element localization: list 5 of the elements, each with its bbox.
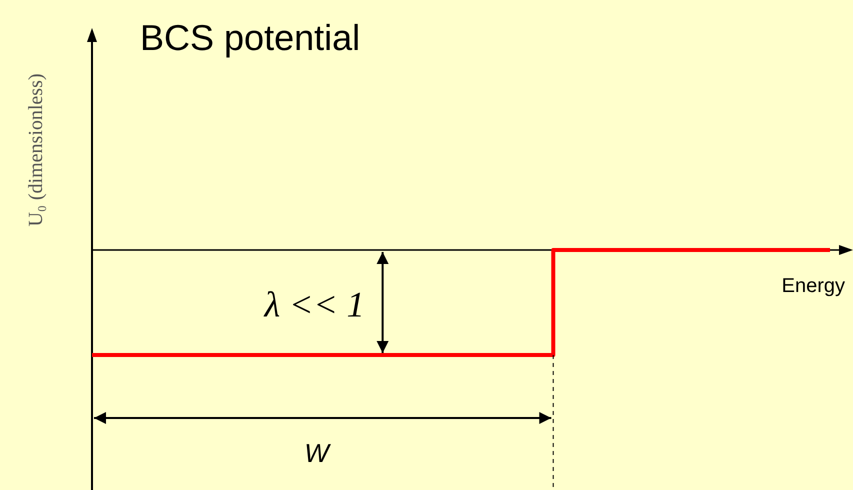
- text: W: [304, 438, 332, 468]
- annotation: λ << 1: [263, 284, 365, 324]
- y-axis-title: U₀ (dimensionless): [25, 73, 47, 227]
- chart-title: BCS potential: [140, 17, 360, 58]
- x-axis-title: Energy: [782, 275, 845, 297]
